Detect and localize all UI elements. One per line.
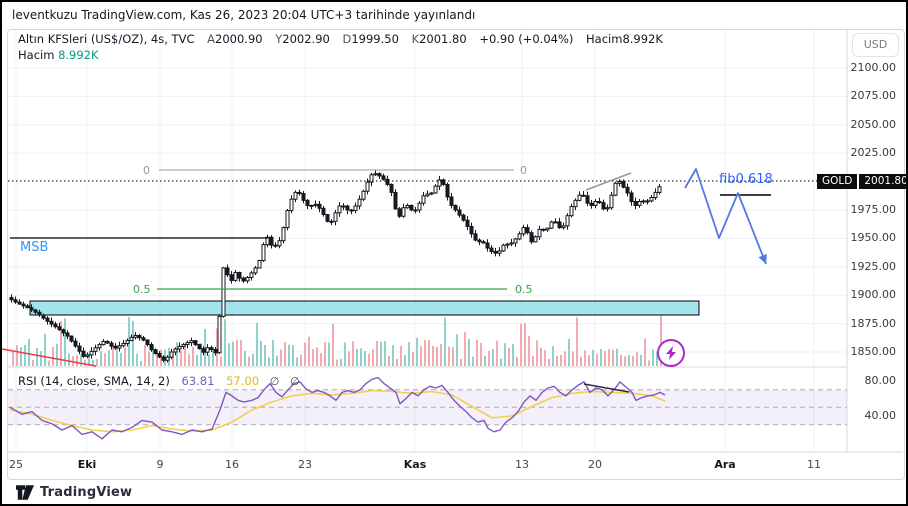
low-field: D1999.50 — [342, 32, 399, 46]
price-axis-tick: 1975.00 — [850, 203, 897, 216]
fib-target-label[interactable]: fib0.618 — [719, 172, 773, 187]
last-price-value: 2001.80 — [859, 174, 906, 189]
time-axis-tick: 25 — [9, 458, 23, 471]
time-axis-tick: Eki — [77, 458, 97, 471]
close-field: K2001.80 — [411, 32, 467, 46]
time-axis-tick: 16 — [225, 458, 239, 471]
msb-label[interactable]: MSB — [20, 240, 49, 255]
time-axis-tick: 13 — [515, 458, 529, 471]
volume-field: Hacim8.992K — [586, 32, 663, 46]
open-field: A2000.90 — [207, 32, 263, 46]
time-axis-tick: Kas — [403, 458, 427, 471]
symbol-legend: Altın KFSleri (US$/OZ), 4s, TVC A2000.90… — [18, 32, 663, 46]
currency-button[interactable]: USD — [852, 33, 899, 57]
time-axis-tick: 20 — [588, 458, 602, 471]
volume-row-label: Hacim — [18, 48, 55, 62]
time-axis-tick: 11 — [807, 458, 821, 471]
price-axis-tick: 2075.00 — [850, 89, 897, 103]
rsi-sma-value: 57.00 — [226, 374, 260, 388]
volume-row-value: 8.992K — [58, 48, 99, 62]
fib-zero-label-right[interactable]: 0 — [520, 164, 527, 177]
price-axis-tick: 1850.00 — [850, 345, 897, 358]
footer-brand[interactable]: TradingView — [16, 485, 132, 500]
price-axis-tick: 2050.00 — [850, 117, 897, 131]
publish-info: leventkuzu TradingView.com, Kas 26, 2023… — [12, 8, 476, 22]
rsi-axis-tick: 40.00 — [864, 409, 897, 422]
footer-brand-text: TradingView — [40, 485, 133, 500]
volume-legend: Hacim 8.992K — [18, 48, 99, 62]
price-axis-tick: 1900.00 — [850, 288, 897, 302]
rsi-value: 63.81 — [181, 374, 215, 388]
time-axis-tick: 9 — [156, 458, 164, 471]
high-field: Y2002.90 — [275, 32, 330, 46]
change-value: +0.90 (+0.04%) — [479, 32, 574, 46]
time-axis-tick: 23 — [298, 458, 312, 471]
time-axis-tick: Ara — [714, 458, 736, 471]
rsi-legend: RSI (14, close, SMA, 14, 2) 63.81 57.00 … — [18, 374, 300, 388]
last-price-symbol: GOLD — [817, 174, 858, 189]
price-axis-tick: 1925.00 — [850, 259, 897, 273]
last-price-label: GOLD 2001.80 — [817, 174, 906, 189]
fib-zero-label-left[interactable]: 0 — [143, 164, 150, 177]
fib-half-label-right[interactable]: 0.5 — [515, 283, 533, 296]
rsi-axis-tick: 80.00 — [864, 374, 897, 387]
price-axis-tick: 2025.00 — [850, 146, 897, 160]
rsi-eye-icon[interactable]: ∅ — [269, 375, 280, 388]
rsi-menu-icon[interactable]: ∅ — [289, 375, 300, 388]
fib-half-label-left[interactable]: 0.5 — [133, 283, 151, 296]
symbol-title: Altın KFSleri (US$/OZ), 4s, TVC — [18, 32, 195, 46]
price-axis-tick: 1950.00 — [850, 231, 897, 245]
price-axis-tick: 1875.00 — [850, 316, 897, 330]
price-axis-tick: 2100.00 — [850, 61, 897, 74]
rsi-title: RSI (14, close, SMA, 14, 2) — [18, 374, 170, 388]
chart-card — [7, 29, 905, 480]
tradingview-logo-icon — [16, 485, 34, 500]
